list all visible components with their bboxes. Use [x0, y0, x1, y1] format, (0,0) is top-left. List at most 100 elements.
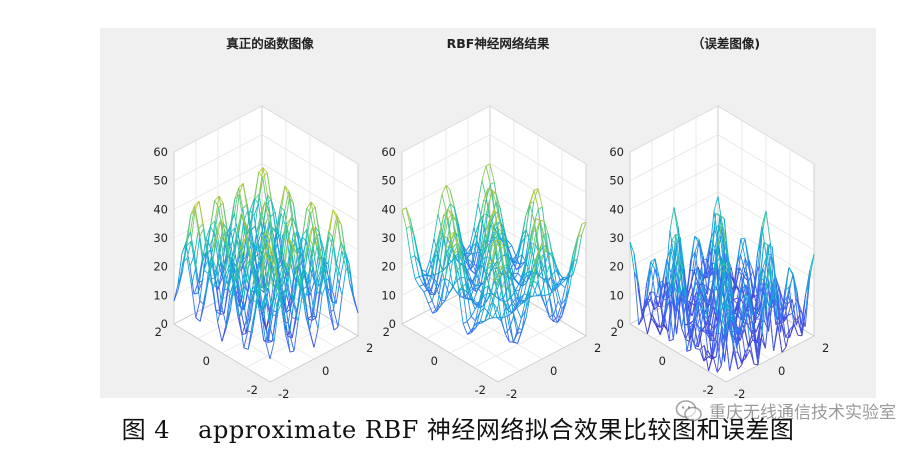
- mesh-line: [241, 320, 247, 335]
- mesh-line: [793, 324, 799, 336]
- mesh-line: [487, 245, 493, 264]
- mesh-line: [512, 253, 518, 265]
- mesh-line: [738, 277, 744, 305]
- mesh-line: [692, 295, 698, 298]
- mesh-line: [317, 266, 323, 279]
- mesh-line: [241, 313, 247, 334]
- mesh-line: [733, 297, 740, 313]
- mesh-line: [721, 300, 727, 325]
- mesh-line: [336, 219, 342, 225]
- mesh-line: [284, 302, 291, 334]
- mesh-line: [681, 267, 687, 300]
- mesh-line: [712, 355, 718, 373]
- mesh-line: [498, 228, 503, 233]
- mesh-line: [471, 323, 477, 330]
- mesh-line: [245, 304, 251, 334]
- mesh-line: [698, 287, 704, 303]
- mesh-line: [654, 258, 660, 298]
- mesh-line: [527, 251, 533, 276]
- mesh-line: [312, 246, 319, 279]
- mesh-line: [182, 257, 188, 264]
- mesh-line: [756, 237, 763, 295]
- mesh-line: [696, 281, 702, 298]
- mesh-line: [286, 217, 292, 230]
- mesh-line: [716, 324, 723, 373]
- watermark-text: 重庆无线通信技术实验室: [709, 403, 896, 423]
- mesh-line: [449, 245, 455, 255]
- mesh-line: [195, 268, 201, 301]
- mesh-line: [260, 293, 266, 311]
- mesh-line: [443, 209, 449, 236]
- mesh-line: [302, 228, 308, 261]
- mesh-line: [285, 324, 291, 353]
- mesh-line: [556, 288, 562, 305]
- y-tick-label: -2: [278, 387, 289, 398]
- mesh-line: [675, 233, 681, 238]
- mesh-line: [525, 263, 532, 275]
- mesh-line: [777, 325, 783, 353]
- mesh-line: [243, 269, 248, 302]
- mesh-line: [692, 268, 698, 296]
- mesh-line: [499, 240, 505, 249]
- mesh-line: [748, 296, 755, 336]
- mesh-line: [489, 209, 495, 219]
- mesh-line: [268, 252, 274, 263]
- mesh-line: [796, 292, 803, 334]
- mesh-line: [512, 283, 518, 309]
- mesh-line: [455, 221, 461, 249]
- mesh-line: [204, 276, 210, 297]
- mesh-line: [497, 278, 503, 290]
- z-tick-label: 20: [609, 260, 624, 274]
- mesh-line: [681, 288, 687, 300]
- mesh-line: [279, 286, 285, 295]
- mesh-line: [773, 325, 779, 351]
- mesh-line: [251, 242, 257, 247]
- mesh-line: [769, 242, 776, 306]
- mesh-line: [500, 320, 506, 334]
- mesh-line: [483, 285, 489, 308]
- mesh-line: [260, 224, 266, 259]
- mesh-line: [221, 327, 227, 342]
- mesh-line: [435, 254, 441, 263]
- mesh-line: [333, 278, 339, 310]
- mesh-line: [505, 245, 512, 273]
- mesh-line: [493, 214, 499, 228]
- mesh-line: [306, 228, 312, 255]
- mesh-line: [427, 263, 432, 277]
- mesh-line: [525, 234, 530, 238]
- mesh-line: [552, 257, 558, 289]
- mesh-line: [500, 272, 505, 277]
- mesh-line: [268, 288, 273, 316]
- mesh-line: [289, 304, 295, 334]
- mesh-line: [450, 203, 455, 209]
- mesh-line: [332, 237, 337, 264]
- mesh-line: [263, 315, 269, 343]
- mesh-line: [439, 235, 444, 240]
- mesh-line: [418, 275, 424, 278]
- mesh-line: [243, 330, 249, 348]
- mesh-line: [725, 254, 732, 318]
- mesh-line: [258, 236, 264, 262]
- mesh-line: [322, 246, 328, 272]
- mesh-line: [273, 284, 279, 295]
- mesh-line: [497, 265, 503, 269]
- mesh-line: [695, 332, 700, 349]
- mesh-line: [279, 211, 285, 237]
- mesh-line: [693, 323, 699, 347]
- mesh-line: [195, 300, 201, 318]
- mesh-line: [195, 237, 200, 269]
- z-tick-label: 0: [161, 317, 168, 331]
- mesh-line: [646, 268, 652, 299]
- mesh-line: [699, 349, 705, 362]
- mesh-line: [189, 205, 196, 232]
- mesh-line: [190, 210, 196, 242]
- mesh-line: [268, 243, 274, 267]
- mesh-line: [471, 327, 477, 333]
- mesh-line: [493, 228, 499, 237]
- mesh-line: [549, 297, 555, 315]
- mesh-line: [238, 244, 244, 252]
- mesh-line: [496, 309, 502, 322]
- mesh-line: [547, 233, 553, 258]
- mesh-line: [491, 246, 497, 264]
- mesh-line: [194, 210, 200, 238]
